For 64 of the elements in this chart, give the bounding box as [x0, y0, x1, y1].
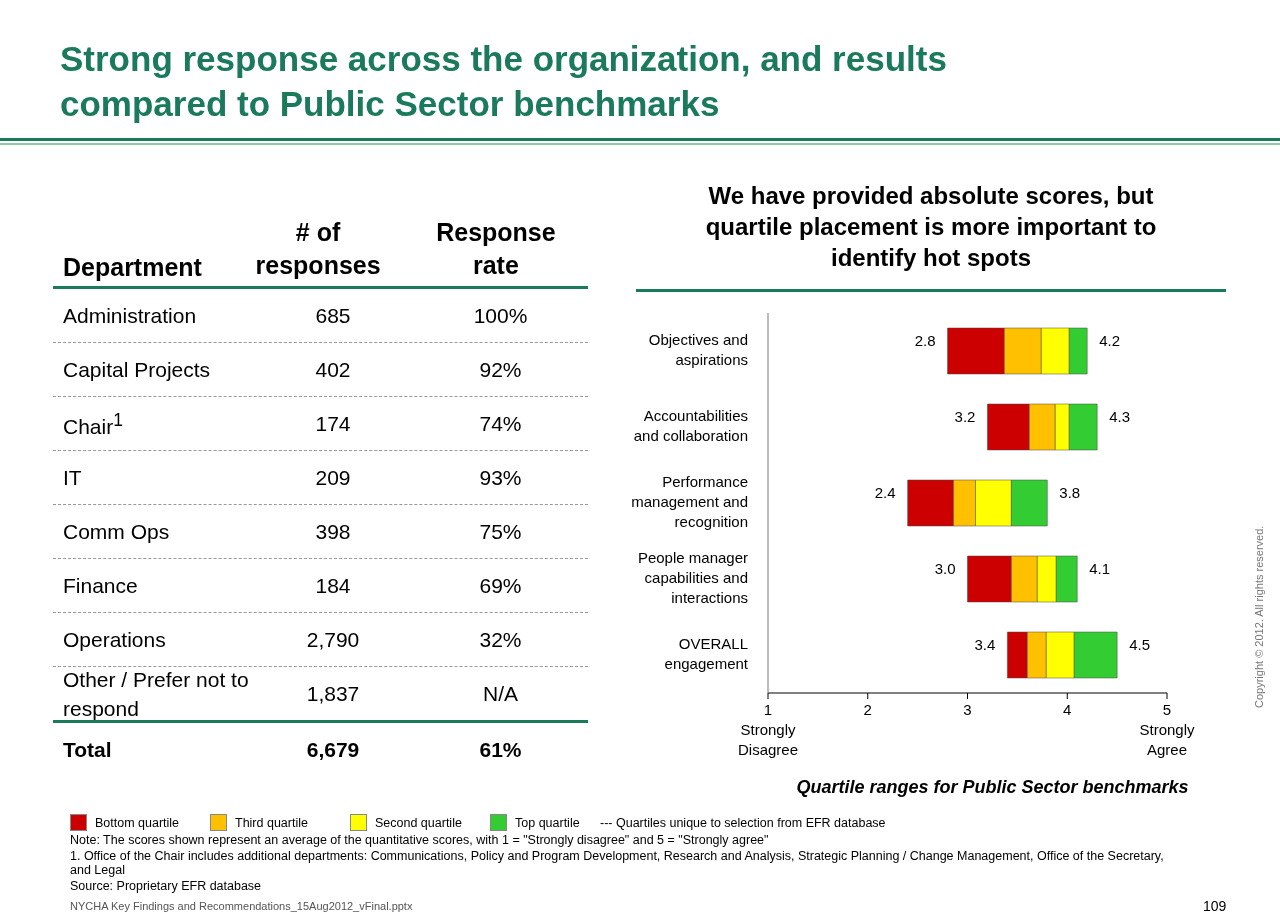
- data-label: 100%: [472, 303, 529, 329]
- y-tick-label: OVERALL engagement: [664, 634, 749, 672]
- y-tick-label: People manager capabilities and interactions: [637, 548, 748, 606]
- data-label: 1,837: [305, 681, 361, 707]
- category-label: Total: [63, 737, 112, 761]
- data-label: 32%: [478, 627, 523, 653]
- annotation: 4.3: [1109, 408, 1131, 426]
- data-label: 402: [314, 357, 352, 383]
- source-note: Source: Proprietary EFR database: [70, 879, 262, 893]
- data-label: N/A: [482, 681, 519, 707]
- category-label: Chair$^{1}$: [63, 410, 123, 438]
- text: Response rate: [436, 218, 556, 279]
- data-label: 92%: [478, 357, 523, 383]
- category-label: Operations: [63, 628, 166, 651]
- annotation: 4.1: [1089, 560, 1111, 578]
- data-label: 398: [314, 519, 352, 545]
- category-label: Other / Prefer not to respond: [63, 667, 249, 720]
- legend-label: Top quartile: [515, 815, 580, 830]
- data-label: 209: [314, 465, 352, 491]
- data-label: 93%: [478, 465, 523, 491]
- data-label: 69%: [478, 573, 523, 599]
- data-label: 685: [314, 303, 352, 329]
- annotation: 4.2: [1099, 332, 1121, 350]
- data-label: 61%: [478, 736, 523, 763]
- text: Note: The scores shown represent an average of the quantitative scores, with 1 = "Strongly disagree" and 5 = "Strongly agree": [70, 833, 769, 847]
- y-tick-label: Performance management and recognition: [631, 472, 748, 530]
- text: NYCHA Key Findings and Recommendations_15Aug2012_vFinal.pptx: [70, 900, 413, 912]
- data-label: 75%: [478, 519, 523, 545]
- data-label: 184: [314, 573, 352, 599]
- text: 109: [1203, 898, 1227, 914]
- x-tick-label: 1 Strongly Disagree: [737, 701, 799, 758]
- text: Strong response across the organization, and results compared to Public Sector benchmarks: [60, 39, 947, 123]
- category-label: IT: [63, 466, 82, 489]
- legend-label: Bottom quartile: [95, 815, 180, 830]
- annotation: 2.4: [874, 484, 896, 502]
- data-label: 6,679: [305, 736, 361, 763]
- x-tick-label: 2: [863, 701, 872, 718]
- text: # of responses: [255, 218, 381, 279]
- data-label: 2,790: [305, 627, 361, 653]
- x-tick-label: 3: [963, 701, 972, 718]
- category-label: Administration: [63, 304, 197, 327]
- annotation: 3.4: [974, 636, 996, 654]
- annotation: 4.5: [1129, 636, 1150, 654]
- category-label: Comm Ops: [63, 520, 170, 543]
- chart-title: We have provided absolute scores, but quartile placement is more important to identify hot spots: [705, 182, 1157, 271]
- y-tick-label: Objectives and aspirations: [648, 330, 748, 368]
- annotation: 3.0: [934, 560, 956, 578]
- category-label: Capital Projects: [63, 358, 211, 381]
- y-tick-label: Accountabilities and collaboration: [633, 406, 748, 444]
- legend-label: Second quartile: [375, 815, 462, 830]
- x-tick-label: 4: [1063, 701, 1072, 718]
- annotation: 3.8: [1059, 484, 1081, 502]
- text: Copyright © 2012. All rights reserved.: [1253, 525, 1265, 708]
- text: --- Quartiles unique to selection from EFR database: [600, 815, 886, 830]
- legend-label: Third quartile: [235, 815, 308, 830]
- category-label: Finance: [63, 574, 138, 597]
- text: Department: [63, 253, 202, 281]
- x-tick-label: 5 Strongly Agree: [1139, 701, 1196, 758]
- x-axis-title: Quartile ranges for Public Sector benchmarks: [796, 777, 1189, 797]
- text: 1. Office of the Chair includes additional departments: Communications, Policy and Program Development, Research and Analysis, Strategic Planning / Change Management, Office of the Secretary, and Legal: [70, 849, 1164, 877]
- annotation: 3.2: [954, 408, 976, 426]
- data-label: 174: [314, 411, 352, 437]
- annotation: 2.8: [914, 332, 936, 350]
- data-label: 74%: [478, 411, 523, 437]
